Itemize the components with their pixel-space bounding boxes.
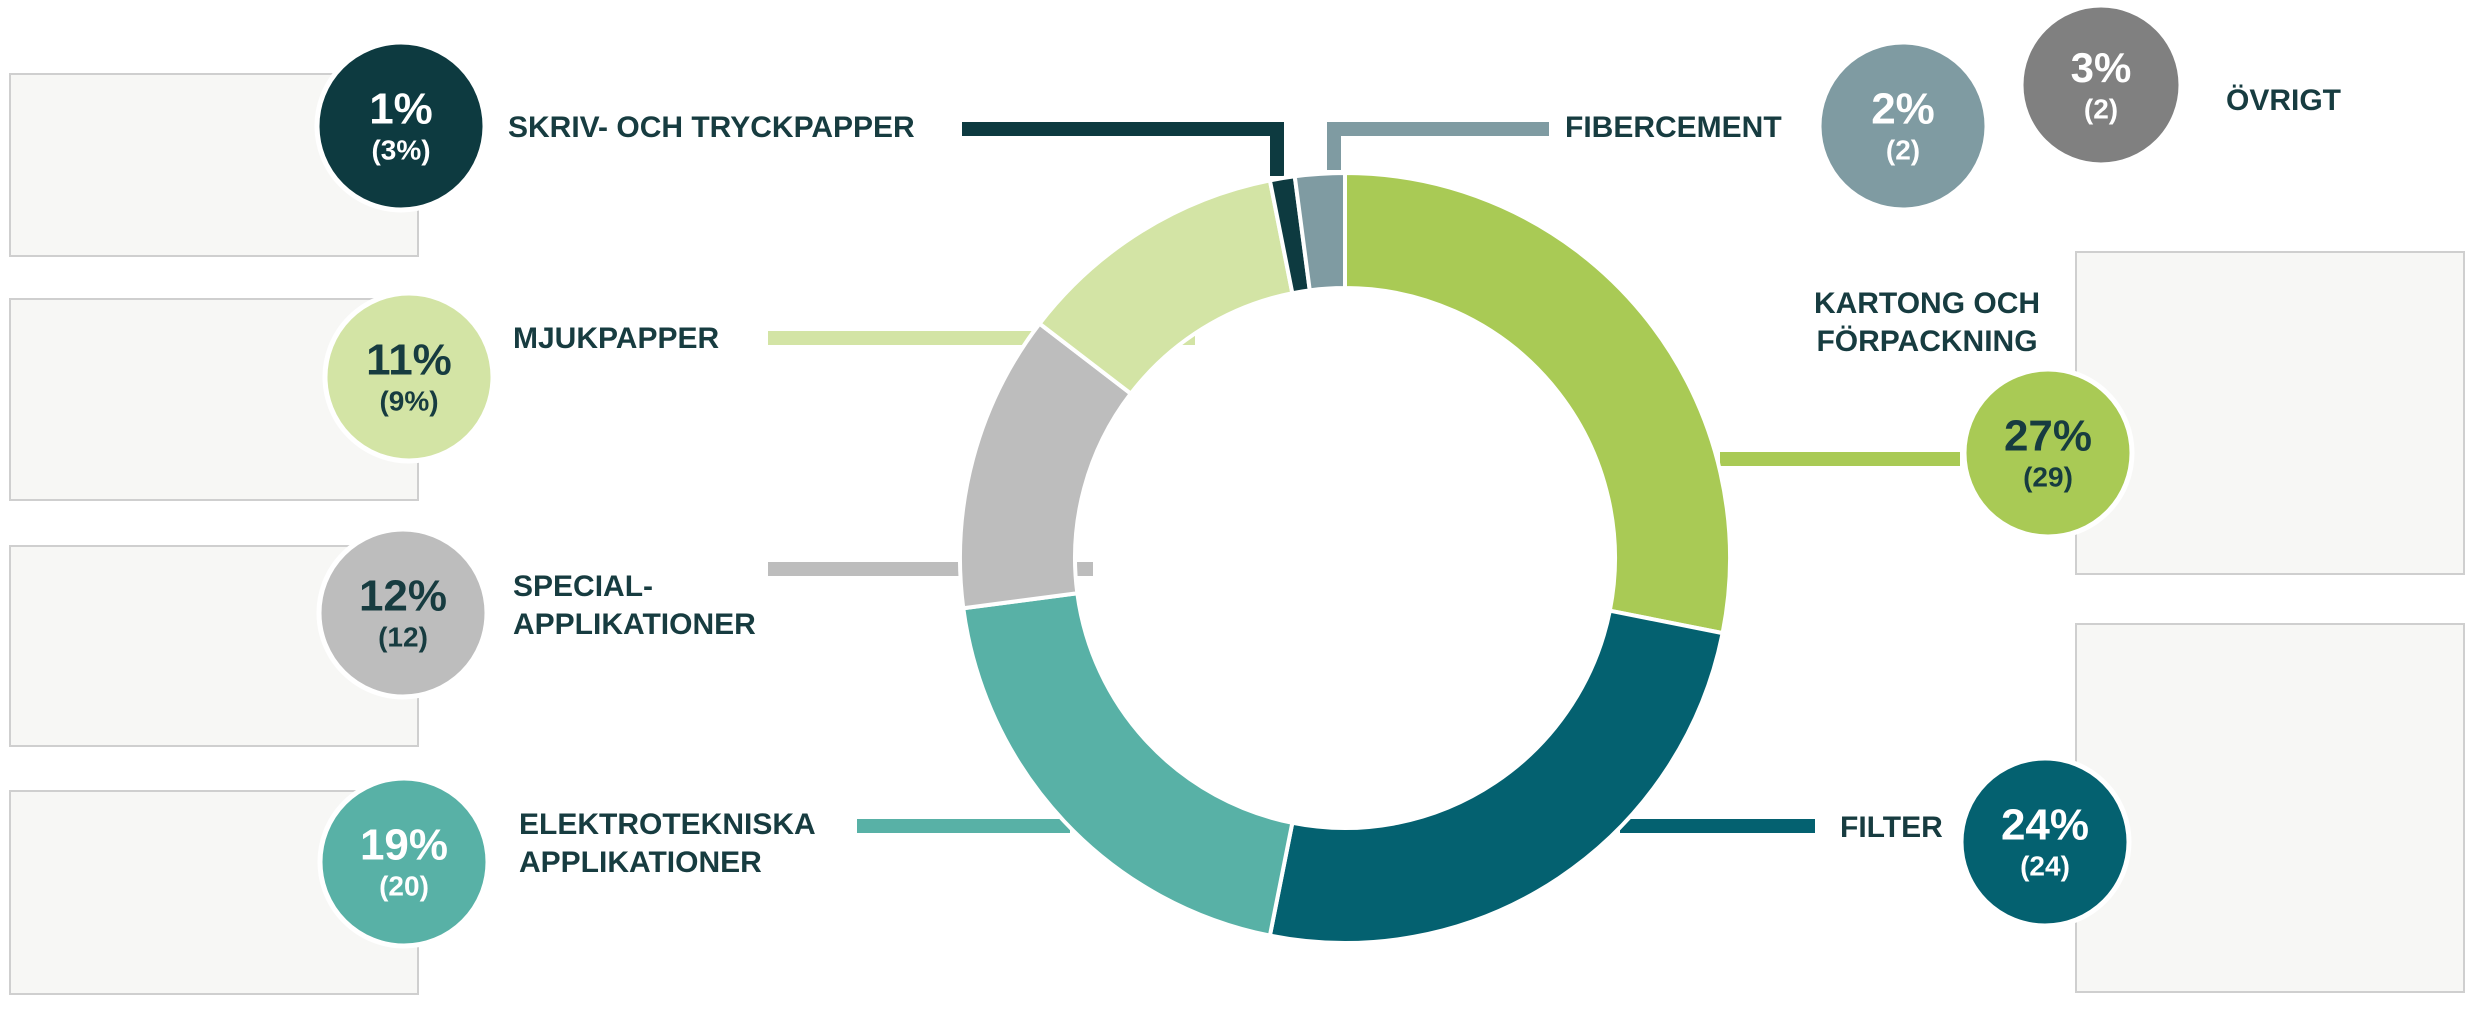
sub-label: (24) bbox=[2020, 850, 2070, 881]
connector bbox=[1327, 122, 1549, 170]
donut-segment bbox=[961, 590, 1295, 938]
donut-segment bbox=[1343, 170, 1732, 636]
category-label: SPECIAL- bbox=[513, 570, 653, 603]
category-label: FILTER bbox=[1840, 811, 1943, 844]
category-label: FIBERCEMENT bbox=[1565, 111, 1782, 144]
sub-label: (9%) bbox=[379, 385, 438, 416]
value-badge bbox=[1961, 366, 2135, 540]
category-label: MJUKPAPPER bbox=[513, 322, 719, 355]
category-label: APPLIKATIONER bbox=[513, 608, 756, 641]
sub-label: (2) bbox=[1886, 134, 1920, 165]
value-badge bbox=[316, 526, 490, 700]
value-label: 3% bbox=[2071, 44, 2132, 91]
value-label: 24% bbox=[2001, 801, 2089, 850]
photo-box bbox=[2075, 251, 2465, 575]
connector bbox=[962, 122, 1284, 176]
sub-label: (2) bbox=[2084, 93, 2118, 124]
value-badge bbox=[1816, 39, 1990, 213]
value-badge bbox=[317, 775, 491, 949]
sub-label: (20) bbox=[379, 870, 429, 901]
value-label: 27% bbox=[2004, 412, 2092, 461]
value-badge bbox=[1958, 755, 2132, 929]
category-label: FÖRPACKNING bbox=[1816, 325, 2037, 358]
category-label: ELEKTROTEKNISKA bbox=[519, 808, 816, 841]
value-label: 12% bbox=[359, 572, 447, 621]
category-label: KARTONG OCH bbox=[1814, 287, 2040, 320]
value-label: 1% bbox=[369, 85, 433, 134]
value-badge bbox=[2018, 2, 2184, 168]
category-label: SKRIV- OCH TRYCKPAPPER bbox=[508, 111, 915, 144]
photo-box bbox=[2075, 623, 2465, 993]
sub-label: (3%) bbox=[371, 134, 430, 165]
sub-label: (29) bbox=[2023, 461, 2073, 492]
category-label: APPLIKATIONER bbox=[519, 846, 762, 879]
donut-segment bbox=[1292, 170, 1347, 293]
category-label: ÖVRIGT bbox=[2226, 84, 2341, 117]
value-label: 19% bbox=[360, 821, 448, 870]
value-label: 2% bbox=[1871, 85, 1935, 134]
value-badge bbox=[322, 290, 496, 464]
value-label: 11% bbox=[366, 336, 452, 385]
donut-segment bbox=[1267, 608, 1725, 945]
value-badge bbox=[314, 39, 488, 213]
sub-label: (12) bbox=[378, 621, 428, 652]
